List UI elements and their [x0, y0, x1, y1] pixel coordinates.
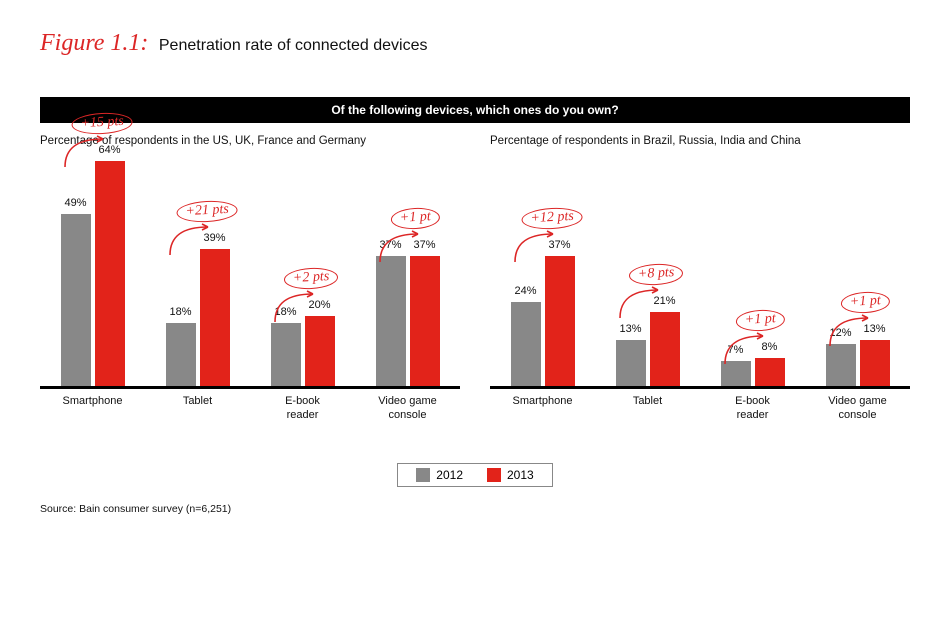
legend-swatch-2012 — [416, 468, 430, 482]
bar-value-label: 18% — [166, 306, 196, 318]
legend-swatch-2013 — [487, 468, 501, 482]
bar-group: 12%13%+1 pt — [805, 161, 910, 386]
bar-group: 13%21%+8 pts — [595, 161, 700, 386]
legend-item-2012: 2012 — [416, 468, 463, 482]
legend: 2012 2013 — [397, 463, 552, 487]
bar-2012: 18% — [271, 323, 301, 386]
bar-value-label: 37% — [410, 239, 440, 251]
bar-group: 37%37%+1 pt — [355, 161, 460, 386]
bar-2013: 64% — [95, 161, 125, 386]
bar-value-label: 37% — [545, 239, 575, 251]
bar-2012: 7% — [721, 361, 751, 386]
bar-2012: 37% — [376, 256, 406, 386]
bar-value-label: 7% — [721, 344, 751, 356]
bar-value-label: 13% — [616, 323, 646, 335]
bar-group: 24%37%+12 pts — [490, 161, 595, 386]
category-label: E-bookreader — [735, 395, 770, 423]
bar-2013: 20% — [305, 316, 335, 386]
bar-value-label: 24% — [511, 285, 541, 297]
bar-2013: 37% — [545, 256, 575, 386]
source-text: Source: Bain consumer survey (n=6,251) — [40, 503, 910, 515]
bar-value-label: 37% — [376, 239, 406, 251]
bar-value-label: 12% — [826, 327, 856, 339]
category-label: Smartphone — [513, 395, 573, 423]
figure-label: Figure 1.1: — [40, 30, 148, 56]
category-label: E-bookreader — [285, 395, 320, 423]
bar-group: 49%64%+15 pts — [40, 161, 145, 386]
bar-2012: 18% — [166, 323, 196, 386]
bar-2013: 8% — [755, 358, 785, 386]
bar-group: 18%39%+21 pts — [145, 161, 250, 386]
category-label: Smartphone — [63, 395, 123, 423]
bars: 37%37% — [376, 161, 440, 386]
legend-label-2012: 2012 — [436, 468, 463, 482]
bars: 49%64% — [61, 161, 125, 386]
category-labels-row: Smartphone Tablet E-bookreader Video gameco… — [490, 389, 910, 423]
bar-value-label: 39% — [200, 232, 230, 244]
bar-group: 18%20%+2 pts — [250, 161, 355, 386]
bar-value-label: 18% — [271, 306, 301, 318]
figure-caption: Penetration rate of connected devices — [159, 37, 428, 54]
bar-value-label: 13% — [860, 323, 890, 335]
bar-value-label: 64% — [95, 144, 125, 156]
panel-subtitle: Percentage of respondents in Brazil, Rus… — [490, 135, 910, 147]
category-label: Video gameconsole — [828, 395, 887, 423]
bars: 12%13% — [826, 161, 890, 386]
bars: 7%8% — [721, 161, 785, 386]
chart-panels: Percentage of respondents in the US, UK,… — [40, 135, 910, 423]
category-labels-row: Smartphone Tablet E-bookreader Video gameco… — [40, 389, 460, 423]
bar-value-label: 21% — [650, 295, 680, 307]
chart-plot-area: 49%64%+15 pts18%39%+21 pts18%20%+2 pts37… — [40, 161, 460, 386]
bar-value-label: 20% — [305, 299, 335, 311]
bar-value-label: 8% — [755, 341, 785, 353]
chart-plot-area: 24%37%+12 pts13%21%+8 pts7%8%+1 pt12%13%… — [490, 161, 910, 386]
bar-2013: 13% — [860, 340, 890, 386]
bar-value-label: 49% — [61, 197, 91, 209]
bar-2012: 49% — [61, 214, 91, 386]
question-bar: Of the following devices, which ones do … — [40, 97, 910, 123]
legend-label-2013: 2013 — [507, 468, 534, 482]
category-label: Video gameconsole — [378, 395, 437, 423]
figure-title: Figure 1.1: Penetration rate of connecte… — [40, 30, 910, 57]
category-label: Tablet — [183, 395, 212, 423]
bars: 18%39% — [166, 161, 230, 386]
bar-2012: 12% — [826, 344, 856, 386]
bar-group: 7%8%+1 pt — [700, 161, 805, 386]
bar-2012: 24% — [511, 302, 541, 386]
chart-panel: Percentage of respondents in the US, UK,… — [40, 135, 460, 423]
bar-2013: 37% — [410, 256, 440, 386]
legend-item-2013: 2013 — [487, 468, 534, 482]
bar-2013: 21% — [650, 312, 680, 386]
bar-2012: 13% — [616, 340, 646, 386]
category-label: Tablet — [633, 395, 662, 423]
bar-2013: 39% — [200, 249, 230, 386]
bars: 24%37% — [511, 161, 575, 386]
bars: 13%21% — [616, 161, 680, 386]
bars: 18%20% — [271, 161, 335, 386]
chart-panel: Percentage of respondents in Brazil, Rus… — [490, 135, 910, 423]
